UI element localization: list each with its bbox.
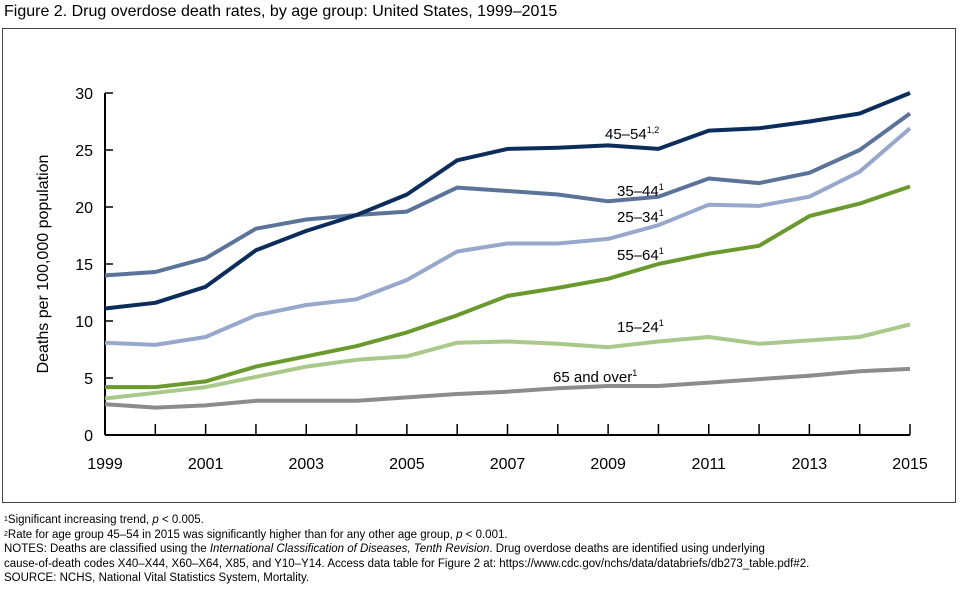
y-tick-label: 0 xyxy=(84,428,93,445)
y-tick-label: 20 xyxy=(75,200,93,217)
x-tick-label: 2009 xyxy=(590,456,626,473)
series-label-65-and-over: 65 and over1 xyxy=(553,368,637,386)
footnote-1: 1Significant increasing trend, p < 0.005… xyxy=(4,514,204,526)
series-label-45-54: 45–541,2 xyxy=(605,125,659,143)
chart-frame xyxy=(2,28,956,503)
series-line-65-and-over xyxy=(104,366,911,410)
x-axis: 1999 2001 2003 2005 2007 2009 2011 2013 2015 xyxy=(87,424,928,473)
y-tick-label: 30 xyxy=(75,86,93,103)
series-line-35-44 xyxy=(104,111,912,278)
series-label-35-44: 35–441 xyxy=(617,182,664,200)
source: SOURCE: NCHS, National Vital Statistics … xyxy=(4,572,310,585)
x-tick-label: 2011 xyxy=(692,456,727,473)
notes: NOTES: Deaths are classified using the I… xyxy=(4,543,765,556)
series-line-25-34 xyxy=(104,126,912,347)
y-tick-label: 5 xyxy=(84,371,93,388)
series-line-15-24 xyxy=(104,322,911,401)
y-tick-label: 25 xyxy=(75,143,93,160)
footnote-2: 2Rate for age group 45–54 in 2015 was si… xyxy=(4,528,508,541)
y-tick-label: 10 xyxy=(75,314,93,331)
x-tick-label: 2013 xyxy=(792,456,828,473)
series-label-15-24: 15–241 xyxy=(617,318,664,336)
series-label-25-34: 25–341 xyxy=(617,208,664,226)
y-axis-label: Deaths per 100,000 population xyxy=(35,155,52,374)
y-tick-label: 15 xyxy=(75,257,93,274)
x-tick-label: 2001 xyxy=(188,456,224,473)
series-labels: 45–541,2 35–441 25–341 55–641 15–241 65 and o… xyxy=(553,125,664,386)
footnotes: 1Significant increasing trend, p < 0.005… xyxy=(4,513,809,586)
figure-title: Figure 2. Drug overdose death rates, by … xyxy=(4,3,558,20)
series-line-45-54 xyxy=(104,91,911,311)
x-tick-label: 2015 xyxy=(892,456,928,473)
x-tick-label: 2007 xyxy=(490,456,526,473)
x-tick-label: 2005 xyxy=(389,456,425,473)
x-tick-label: 1999 xyxy=(87,456,123,473)
notes-line-2: cause-of-death codes X40–X44, X60–X64, X… xyxy=(4,557,810,570)
series-line-55-64 xyxy=(105,184,911,390)
series-lines xyxy=(104,91,912,410)
series-label-55-64: 55–641 xyxy=(617,246,664,264)
y-axis: 0 5 10 15 20 25 30 xyxy=(75,86,113,445)
x-tick-label: 2003 xyxy=(288,456,324,473)
